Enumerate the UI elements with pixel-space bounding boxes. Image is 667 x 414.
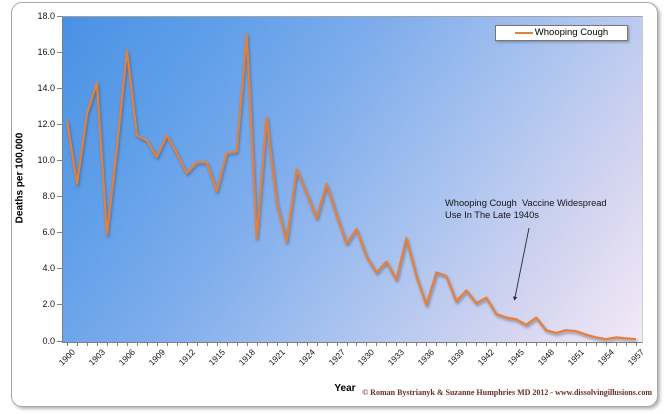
x-tick (126, 342, 128, 346)
y-tick-label: 4.0 (42, 263, 55, 274)
chart-canvas (65, 33, 637, 341)
x-tick (306, 342, 308, 346)
x-tick (486, 342, 488, 346)
x-tick (606, 342, 608, 346)
y-tick-label: 10.0 (37, 154, 55, 165)
y-tick (57, 340, 62, 342)
y-tick (57, 232, 62, 234)
x-tick (146, 342, 148, 346)
x-tick (476, 342, 478, 346)
x-tick (366, 342, 368, 346)
x-tick (416, 342, 418, 346)
x-tick (426, 342, 428, 346)
x-tick (276, 342, 278, 346)
x-tick (86, 342, 88, 346)
plot-area (62, 16, 643, 343)
x-tick (256, 342, 258, 346)
x-tick (496, 342, 498, 346)
y-tick-label: 14.0 (37, 82, 55, 93)
x-tick (346, 342, 348, 346)
annotation-text: Whooping Cough Vaccine Widespread Use In… (445, 198, 607, 221)
x-tick (316, 342, 318, 346)
x-tick (466, 342, 468, 346)
x-tick (406, 342, 408, 346)
x-tick (386, 342, 388, 346)
y-tick (57, 304, 62, 306)
x-tick (246, 342, 248, 346)
x-tick (266, 342, 268, 346)
annotation-line-1: Whooping Cough Vaccine Widespread (445, 198, 607, 208)
x-tick (156, 342, 158, 346)
x-tick (396, 342, 398, 346)
x-tick (96, 342, 98, 346)
copyright-text: © Roman Bystrianyk & Suzanne Humphries M… (362, 388, 652, 397)
x-tick (566, 342, 568, 346)
x-tick (456, 342, 458, 346)
x-tick (66, 342, 68, 346)
x-tick (106, 342, 108, 346)
x-tick (586, 342, 588, 346)
x-tick (376, 342, 378, 346)
y-tick-label: 8.0 (42, 191, 55, 202)
y-tick-label: 16.0 (37, 46, 55, 57)
whooping-cough-line (65, 33, 637, 341)
x-tick (636, 342, 637, 346)
x-tick (116, 342, 118, 346)
annotation-line-2: Use In The Late 1940s (445, 209, 539, 220)
x-tick (556, 342, 558, 346)
x-tick (136, 342, 138, 346)
x-tick (536, 342, 538, 346)
legend-label: Whooping Cough (534, 27, 609, 38)
x-tick (326, 342, 328, 346)
y-axis-title: Deaths per 100,000 (14, 132, 26, 224)
x-tick (506, 342, 508, 346)
x-tick (546, 342, 548, 346)
x-tick (176, 342, 178, 346)
y-tick (57, 268, 62, 270)
x-tick (526, 342, 528, 346)
x-tick (186, 342, 188, 346)
x-tick (226, 342, 228, 346)
x-tick (356, 342, 358, 346)
y-tick (57, 123, 62, 125)
x-tick (216, 342, 218, 346)
x-tick (336, 342, 338, 346)
x-tick (196, 342, 198, 346)
legend-line-swatch (514, 32, 533, 34)
x-tick (596, 342, 598, 346)
x-tick (626, 342, 628, 346)
x-tick (166, 342, 168, 346)
x-tick (286, 342, 288, 346)
x-tick (616, 342, 618, 346)
x-tick (576, 342, 578, 346)
y-tick-label: 0.0 (42, 335, 55, 346)
x-tick (516, 342, 518, 346)
y-tick (57, 51, 62, 53)
y-tick (57, 87, 62, 89)
y-tick-label: 12.0 (37, 118, 55, 129)
x-tick (76, 342, 78, 346)
x-tick (436, 342, 438, 346)
x-axis-title: Year (334, 383, 356, 394)
y-tick (57, 159, 62, 161)
y-tick (57, 15, 62, 17)
x-tick (236, 342, 238, 346)
y-tick-label: 2.0 (42, 299, 55, 310)
y-tick-label: 18.0 (37, 10, 55, 21)
y-tick-label: 6.0 (42, 227, 55, 238)
x-tick (296, 342, 298, 346)
y-tick (57, 196, 62, 198)
x-tick (446, 342, 448, 346)
legend: Whooping Cough (495, 25, 628, 41)
x-tick (206, 342, 208, 346)
